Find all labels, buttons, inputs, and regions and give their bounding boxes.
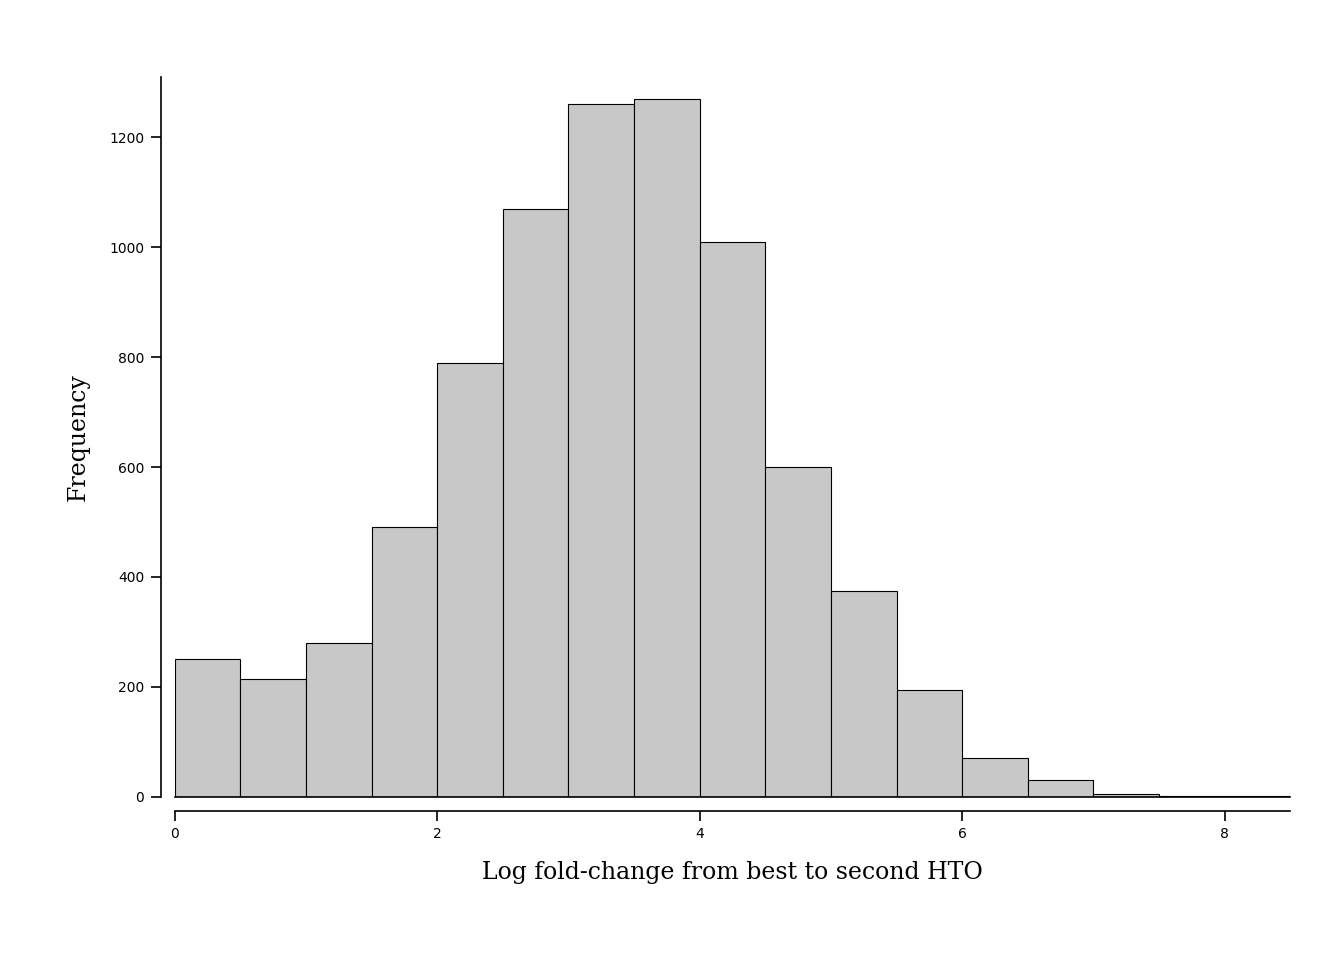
Bar [896, 689, 962, 797]
Bar [306, 643, 371, 797]
Bar [765, 467, 831, 797]
Bar [175, 660, 241, 797]
Bar [569, 105, 634, 797]
Bar [1094, 794, 1159, 797]
Bar [371, 527, 437, 797]
Bar [1159, 796, 1224, 797]
Bar [1028, 780, 1094, 797]
Bar [503, 208, 569, 797]
Bar [962, 758, 1028, 797]
Bar [634, 99, 700, 797]
Bar [700, 242, 765, 797]
X-axis label: Log fold-change from best to second HTO: Log fold-change from best to second HTO [482, 861, 982, 884]
Bar [437, 363, 503, 797]
Y-axis label: Frequency: Frequency [67, 372, 90, 501]
Bar [241, 679, 306, 797]
Bar [831, 590, 896, 797]
